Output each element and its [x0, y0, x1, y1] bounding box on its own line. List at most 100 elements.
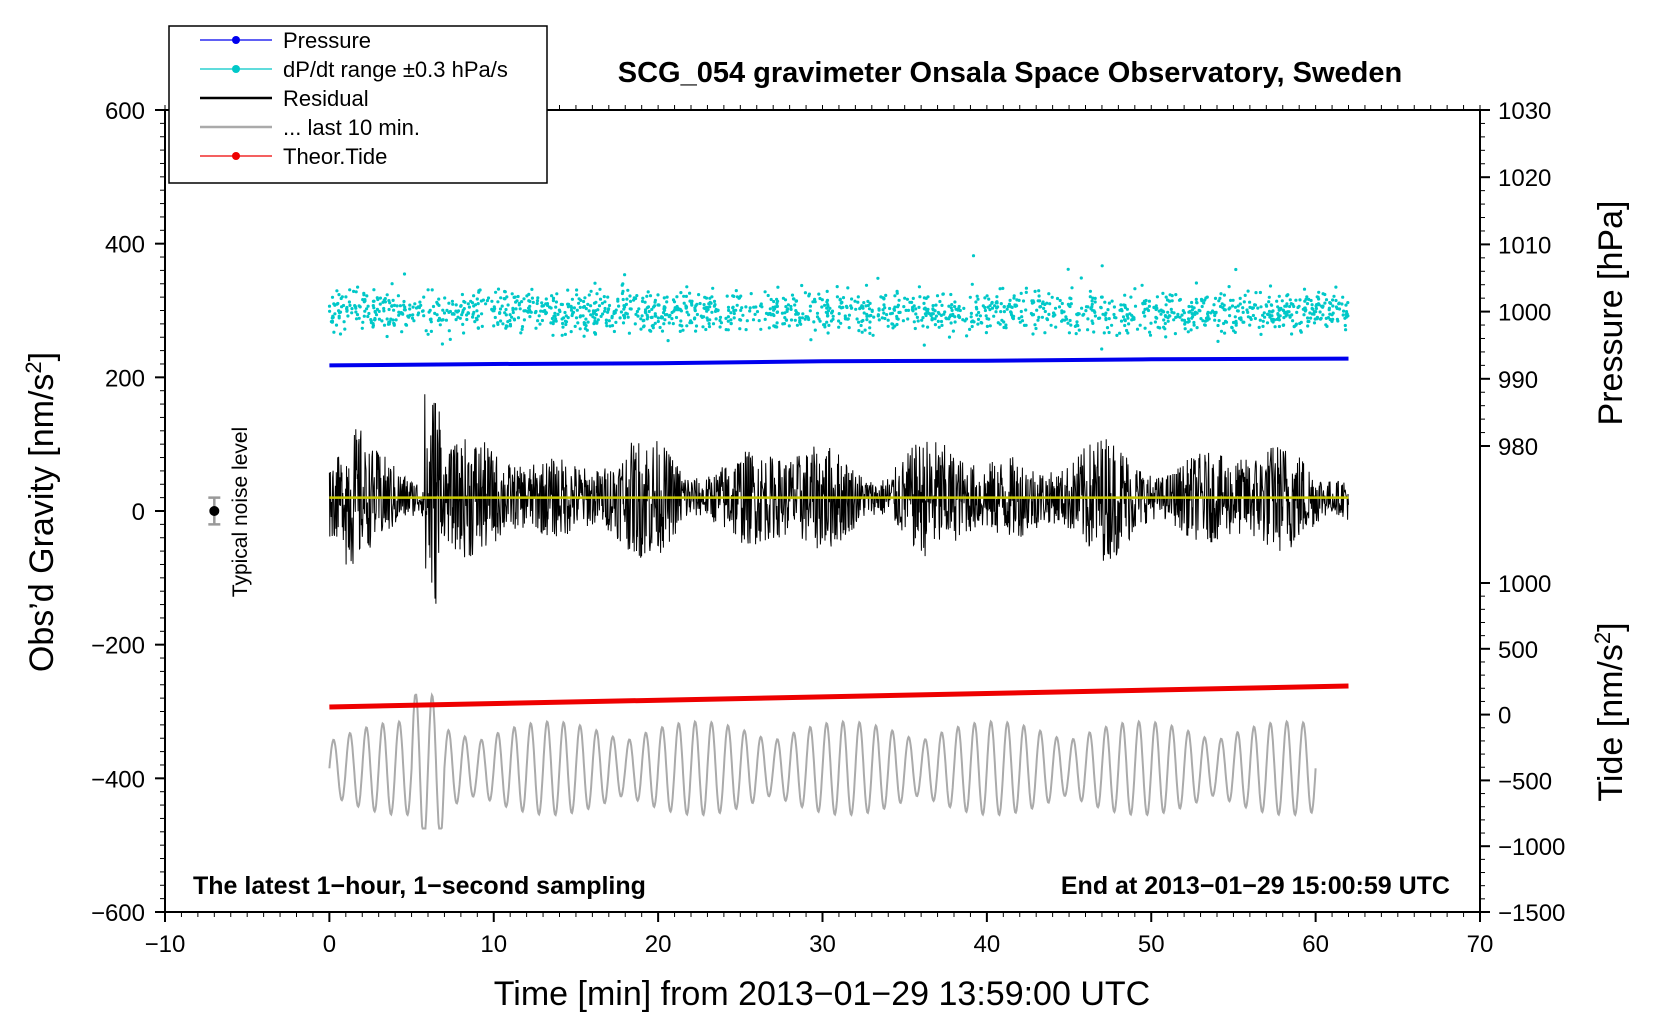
dpdt-point: [587, 309, 591, 313]
dpdt-point: [1186, 317, 1191, 321]
dpdt-point: [1057, 305, 1062, 309]
dpdt-point: [812, 320, 816, 324]
dpdt-point: [346, 314, 350, 318]
dpdt-point: [885, 313, 889, 317]
dpdt-point: [1012, 296, 1016, 300]
dpdt-point: [1261, 319, 1265, 323]
dpdt-point: [429, 317, 433, 321]
dpdt-point: [688, 291, 692, 295]
dpdt-point: [616, 297, 620, 301]
dpdt-point: [1342, 309, 1346, 313]
dpdt-point: [552, 319, 556, 323]
dpdt-point: [1319, 316, 1323, 320]
dpdt-point: [1283, 304, 1287, 308]
dpdt-point: [817, 292, 821, 296]
dpdt-point: [1034, 326, 1038, 331]
dpdt-point: [646, 290, 650, 294]
dpdt-point: [710, 310, 714, 314]
dpdt-point: [705, 309, 709, 313]
dpdt-point: [879, 295, 883, 299]
legend-label: Pressure: [283, 28, 371, 53]
dpdt-point: [551, 299, 556, 303]
dpdt-point: [640, 299, 645, 303]
dpdt-point: [893, 294, 897, 298]
dpdt-point: [607, 303, 612, 308]
note-latest-hour: The latest 1−hour, 1−second sampling: [193, 872, 646, 900]
dpdt-point: [362, 314, 366, 318]
dpdt-point: [1222, 293, 1226, 297]
dpdt-point: [984, 331, 989, 335]
dpdt-point: [601, 312, 605, 316]
dpdt-point: [798, 316, 802, 320]
dpdt-point: [498, 307, 503, 311]
dpdt-point: [1024, 308, 1028, 312]
dpdt-point: [328, 309, 332, 313]
dpdt-point: [1249, 317, 1253, 321]
dpdt-point: [333, 303, 337, 307]
dpdt-point: [1234, 267, 1238, 272]
dpdt-point: [1168, 314, 1172, 318]
dpdt-point: [1267, 300, 1271, 304]
dpdt-point: [392, 323, 396, 327]
dpdt-point: [649, 315, 654, 320]
dpdt-point: [383, 297, 387, 301]
dpdt-point: [593, 331, 597, 335]
dpdt-point: [674, 315, 679, 320]
dpdt-point: [621, 282, 625, 286]
dpdt-point: [408, 307, 412, 311]
dpdt-point: [1118, 308, 1122, 312]
dpdt-point: [1146, 308, 1151, 313]
dpdt-point: [395, 304, 399, 308]
dpdt-point: [1222, 303, 1226, 307]
dpdt-point: [352, 289, 356, 293]
dpdt-point: [429, 329, 433, 333]
dpdt-point: [575, 288, 579, 292]
dpdt-point: [639, 317, 643, 321]
dpdt-point: [1308, 311, 1312, 315]
dpdt-point: [1130, 313, 1134, 317]
dpdt-point: [1213, 313, 1217, 318]
dpdt-point: [504, 313, 508, 317]
legend-label: ... last 10 min.: [283, 115, 420, 140]
dpdt-point: [1306, 319, 1310, 324]
dpdt-point: [536, 296, 540, 300]
dpdt-point: [653, 300, 657, 304]
dpdt-point: [933, 323, 938, 327]
dpdt-point: [865, 314, 869, 318]
dpdt-point: [741, 313, 745, 317]
dpdt-point: [1190, 305, 1194, 309]
dpdt-point: [660, 315, 664, 319]
dpdt-point: [732, 294, 736, 298]
dpdt-point: [1147, 299, 1151, 303]
dpdt-point: [498, 311, 502, 315]
dpdt-point: [496, 287, 501, 291]
dpdt-point: [1182, 311, 1186, 315]
dpdt-point: [348, 288, 352, 292]
y-axis-title-pressure: Pressure [hPa]: [1592, 201, 1630, 426]
dpdt-point: [465, 313, 469, 317]
dpdt-point: [793, 303, 797, 307]
dpdt-point: [1292, 325, 1296, 329]
dpdt-point: [1154, 304, 1158, 308]
dpdt-point: [603, 309, 607, 313]
dpdt-point: [1236, 309, 1240, 313]
dpdt-point: [704, 327, 708, 332]
dpdt-point: [927, 312, 932, 316]
dpdt-point: [1002, 305, 1006, 309]
legend-swatch-dot: [232, 36, 240, 44]
dpdt-point: [1302, 287, 1307, 291]
dpdt-point: [1063, 318, 1067, 322]
dpdt-point: [493, 315, 497, 320]
series-dpdt-scatter: [327, 254, 1350, 361]
dpdt-point: [934, 303, 938, 307]
dpdt-point: [441, 318, 445, 322]
dpdt-point: [1291, 319, 1295, 323]
dpdt-point: [953, 300, 957, 304]
tide-tick-label: 1000: [1498, 571, 1551, 598]
dpdt-point: [424, 329, 428, 333]
dpdt-point: [653, 312, 657, 316]
dpdt-point: [808, 309, 812, 313]
y-axis-title-tide: Tide [nm/s2]: [1590, 622, 1631, 801]
dpdt-point: [1067, 304, 1071, 308]
dpdt-point: [977, 310, 981, 315]
